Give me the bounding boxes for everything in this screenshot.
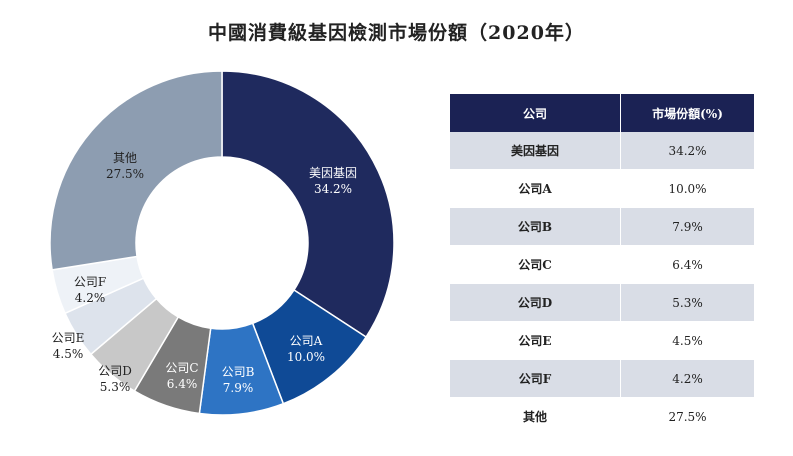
chart-title: 中國消費級基因檢測市場份額（2020年） bbox=[208, 22, 585, 44]
table-row: 公司C 6.4% bbox=[450, 245, 754, 284]
slice-name-label: 公司E bbox=[52, 331, 85, 345]
row-company: 公司E bbox=[450, 321, 621, 360]
row-share: 27.5% bbox=[620, 397, 754, 436]
row-share: 7.9% bbox=[620, 207, 754, 246]
row-company: 美因基因 bbox=[450, 132, 621, 170]
slice-name-label: 公司A bbox=[290, 334, 323, 348]
row-share: 4.2% bbox=[620, 359, 754, 398]
row-company: 其他 bbox=[450, 397, 621, 436]
market-share-table: 公司 市場份額(%) 美因基因 34.2% 公司A 10.0% 公司B 7.9%… bbox=[450, 94, 754, 436]
table-row: 公司A 10.0% bbox=[450, 169, 754, 208]
row-share: 5.3% bbox=[620, 283, 754, 322]
slice-name-label: 公司C bbox=[165, 361, 198, 375]
slice-value-label: 5.3% bbox=[100, 380, 131, 394]
table-header-row: 公司 市場份額(%) bbox=[450, 94, 754, 132]
slice-name-label: 公司F bbox=[74, 275, 106, 289]
header-company: 公司 bbox=[450, 94, 621, 132]
row-share: 10.0% bbox=[620, 169, 754, 208]
donut-slice bbox=[221, 70, 395, 339]
table-row: 公司D 5.3% bbox=[450, 283, 754, 322]
slice-value-label: 10.0% bbox=[287, 350, 325, 364]
slice-name-label: 公司D bbox=[98, 364, 132, 378]
slice-value-label: 7.9% bbox=[223, 381, 254, 395]
slice-name-label: 其他 bbox=[113, 151, 137, 165]
donut-chart: 美因基因 34.2% 公司A 10.0% 公司B 7.9% 公司C 6.4% 公司D 5.3% 公司… bbox=[49, 70, 395, 416]
slice-name-label: 公司B bbox=[222, 365, 255, 379]
row-company: 公司F bbox=[450, 359, 621, 398]
slice-name-label: 美因基因 bbox=[309, 166, 357, 180]
slice-value-label: 4.2% bbox=[75, 291, 106, 305]
row-company: 公司C bbox=[450, 245, 621, 284]
row-company: 公司D bbox=[450, 283, 621, 322]
slice-value-label: 34.2% bbox=[314, 182, 352, 196]
table-row: 其他 27.5% bbox=[450, 397, 754, 436]
row-share: 6.4% bbox=[620, 245, 754, 284]
table-row: 公司B 7.9% bbox=[450, 207, 754, 246]
slice-value-label: 6.4% bbox=[167, 377, 198, 391]
header-share: 市場份額(%) bbox=[620, 94, 754, 132]
row-share: 34.2% bbox=[620, 132, 754, 170]
slice-value-label: 4.5% bbox=[53, 347, 84, 361]
slice-value-label: 27.5% bbox=[106, 167, 144, 181]
table-row: 美因基因 34.2% bbox=[450, 132, 754, 170]
row-company: 公司A bbox=[450, 169, 621, 208]
table-row: 公司E 4.5% bbox=[450, 321, 754, 360]
table-row: 公司F 4.2% bbox=[450, 359, 754, 398]
row-share: 4.5% bbox=[620, 321, 754, 360]
donut-slice bbox=[49, 70, 223, 271]
row-company: 公司B bbox=[450, 207, 621, 246]
